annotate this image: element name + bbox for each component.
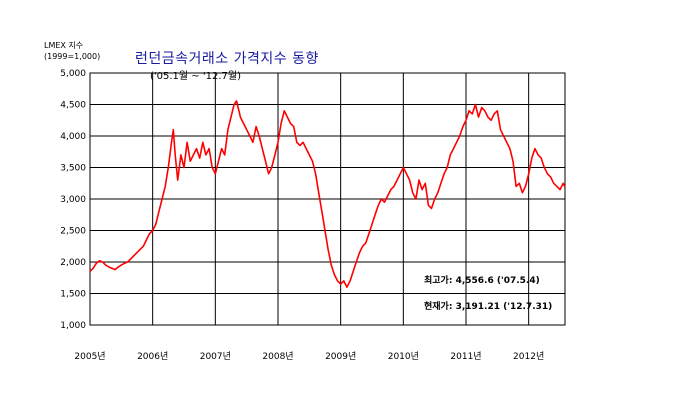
y-tick-label: 5,000 <box>60 69 86 79</box>
x-tick-label: 2010년 <box>388 351 419 362</box>
x-tick-label: 2007년 <box>200 351 231 362</box>
y-tick-label: 4,500 <box>60 101 86 111</box>
y-tick-label: 4,000 <box>60 132 86 142</box>
chart-title: 런던금속거래소 가격지수 동향 <box>135 51 319 67</box>
x-tick-labels: 2005년 2006년 2007년 2008년 2009년 2010년 2011년 2012년 <box>74 351 544 362</box>
plot-frame <box>89 72 566 326</box>
x-tick-label: 2011년 <box>450 351 481 362</box>
chart-subtitle: ('05.1월 ~ '12.7월) <box>150 71 241 82</box>
x-tick-label: 2006년 <box>137 351 168 362</box>
x-tick-label: 2005년 <box>74 351 105 362</box>
x-tick-label: 2012년 <box>513 351 544 362</box>
horizontal-gridlines <box>90 72 565 326</box>
y-axis-unit-line1: LMEX 지수 <box>44 41 84 50</box>
y-tick-label: 2,500 <box>60 227 86 237</box>
y-tick-label: 3,500 <box>60 164 86 174</box>
series-line <box>89 100 566 288</box>
y-tick-labels: 1,000 1,500 2,000 2,500 3,000 3,500 4,000 4,500… <box>60 69 86 331</box>
annotation-current: 현재가: 3,191.21 ('12.7.31) <box>424 302 553 312</box>
x-tick-label: 2008년 <box>262 351 293 362</box>
annotation-high: 최고가: 4,556.6 ('07.5.4) <box>424 276 540 286</box>
y-tick-label: 3,000 <box>60 195 86 205</box>
y-tick-label: 1,500 <box>60 290 86 300</box>
x-tick-label: 2009년 <box>325 351 356 362</box>
y-axis-unit-line2: (1999=1,000) <box>44 52 101 61</box>
y-tick-label: 1,000 <box>60 321 86 331</box>
y-tick-label: 2,000 <box>60 258 86 268</box>
y-axis-unit-label: LMEX 지수 (1999=1,000) <box>44 40 100 62</box>
